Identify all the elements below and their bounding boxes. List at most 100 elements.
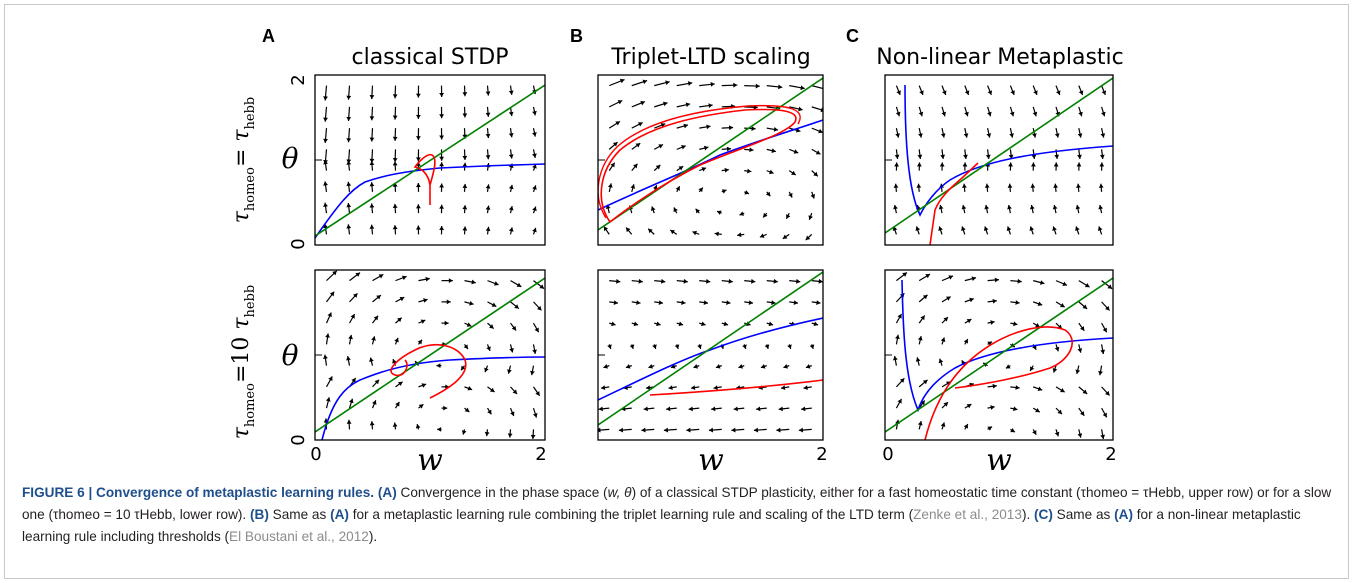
vector-arrowhead	[1018, 279, 1022, 284]
vector-arrowhead	[369, 358, 374, 362]
vector-arrowhead	[684, 279, 688, 284]
vector-arrowhead	[393, 94, 398, 98]
vector-arrowhead	[346, 96, 351, 100]
vector-arrowhead	[711, 82, 715, 87]
vector-arrowhead	[1030, 205, 1035, 209]
vector-arrowhead	[1030, 184, 1035, 188]
vector-arrowhead	[963, 162, 968, 166]
vector-arrowhead	[439, 157, 444, 161]
vector-arrowhead	[507, 369, 512, 373]
vector-arrowhead	[416, 94, 421, 98]
vector-arrowhead	[916, 184, 921, 188]
vector-arrowhead	[462, 156, 467, 160]
y-tick-top-min: 0	[288, 238, 309, 249]
vector-arrowhead	[485, 432, 490, 436]
vector-arrowhead	[679, 322, 683, 327]
vector-arrowhead	[686, 428, 690, 433]
vector-arrowhead	[1053, 184, 1058, 188]
vector-arrowhead	[993, 384, 997, 389]
vector-arrowhead	[462, 184, 467, 188]
vector-arrowhead	[348, 335, 353, 339]
x-tick-c-max: 2	[1105, 444, 1116, 465]
vector-arrowhead	[706, 279, 710, 284]
vector-arrowhead	[439, 205, 444, 209]
vector-arrowhead	[711, 406, 715, 411]
vector-arrowhead	[1013, 406, 1017, 411]
vector-arrowhead	[462, 92, 467, 96]
vector-arrowhead	[416, 115, 421, 119]
vector-arrowhead	[370, 203, 375, 207]
vector-arrowhead	[1099, 162, 1104, 166]
vector-arrowhead	[532, 132, 537, 136]
vector-arrowhead	[962, 184, 967, 188]
vector-arrowhead	[1015, 385, 1019, 390]
x-axis-label-a: w	[417, 443, 443, 478]
vector-arrowhead	[347, 420, 352, 424]
vector-arrowhead	[449, 278, 453, 283]
vector-arrowhead	[619, 428, 623, 433]
vector-arrowhead	[756, 84, 760, 89]
y-axis-label-top: θ	[282, 142, 299, 175]
vector-arrowhead	[532, 153, 537, 157]
vector-arrowhead	[990, 405, 994, 410]
vector-arrowhead	[447, 299, 451, 304]
panel-letter-a: A	[262, 26, 275, 46]
vector-arrowhead	[346, 161, 351, 165]
vector-arrowhead	[323, 96, 328, 100]
vector-arrowhead	[1009, 133, 1014, 137]
vector-arrowhead	[462, 430, 467, 434]
vector-arrowhead	[346, 117, 351, 121]
vector-arrowhead	[370, 421, 375, 425]
vector-arrowhead	[756, 406, 760, 411]
vector-arrowhead	[486, 134, 491, 138]
caption-b-text-2: for a metaplastic learning rule combinin…	[349, 507, 913, 522]
vector-arrowhead	[656, 322, 660, 327]
vector-arrowhead	[984, 205, 989, 209]
plot-b-bottom	[596, 270, 823, 440]
vector-arrowhead	[893, 205, 898, 209]
vector-arrowhead	[644, 406, 648, 411]
vector-arrowhead	[686, 102, 690, 107]
vector-arrowhead	[486, 155, 491, 159]
vector-arrowhead	[323, 118, 328, 122]
vector-arrowhead	[972, 276, 976, 281]
vector-arrowhead	[1077, 155, 1082, 159]
vector-arrowhead	[416, 136, 421, 140]
vector-arrowhead	[370, 161, 375, 165]
vector-arrowhead	[683, 124, 688, 129]
vector-arrowhead	[709, 428, 713, 433]
row-label-top: τhomeo= τhebb	[229, 97, 258, 224]
caption-c-ref: (A)	[1114, 507, 1133, 522]
caption-c-tag: (C)	[1034, 507, 1053, 522]
vector-arrowhead	[1008, 184, 1013, 188]
caption-label: FIGURE 6 | Convergence of metaplastic le…	[22, 485, 374, 500]
caption-b-citation[interactable]: Zenke et al., 2013	[913, 507, 1022, 522]
vector-arrowhead	[799, 428, 803, 433]
vector-arrowhead	[1078, 348, 1083, 352]
vector-arrowhead	[462, 226, 467, 230]
vector-arrowhead	[531, 435, 536, 439]
vector-arrowhead	[796, 279, 800, 284]
plot-a-top	[315, 75, 545, 245]
vector-arrowhead	[439, 135, 444, 139]
vector-arrowhead	[471, 280, 475, 285]
panel-letter-b: B	[570, 26, 583, 46]
caption-c-citation[interactable]: El Boustani et al., 2012	[229, 529, 369, 544]
vector-arrowhead	[729, 279, 733, 284]
y-tick-bottom-min: 0	[288, 434, 309, 445]
vector-arrowhead	[416, 424, 421, 428]
vector-arrowhead	[964, 133, 969, 137]
vector-arrowhead	[1054, 155, 1059, 159]
vector-arrowhead	[819, 279, 823, 284]
vector-arrowhead	[771, 148, 775, 153]
vector-arrowhead	[439, 162, 444, 166]
figure-caption: FIGURE 6 | Convergence of metaplastic le…	[22, 482, 1340, 548]
vector-arrowhead	[918, 133, 923, 137]
vector-arrowhead	[370, 95, 375, 99]
vector-arrowhead	[509, 227, 514, 231]
vector-arrowhead	[776, 428, 780, 433]
vector-arrowhead	[941, 133, 946, 137]
plot-c-top	[885, 75, 1113, 245]
vector-arrowhead	[436, 363, 440, 368]
vector-arrowhead	[509, 206, 514, 210]
